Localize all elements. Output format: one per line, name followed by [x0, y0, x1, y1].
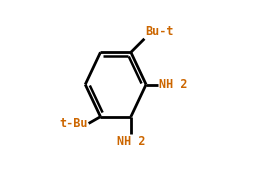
Text: NH 2: NH 2: [116, 135, 145, 148]
Text: t-Bu: t-Bu: [59, 117, 87, 130]
Text: NH 2: NH 2: [158, 78, 186, 91]
Text: Bu-t: Bu-t: [145, 25, 173, 38]
